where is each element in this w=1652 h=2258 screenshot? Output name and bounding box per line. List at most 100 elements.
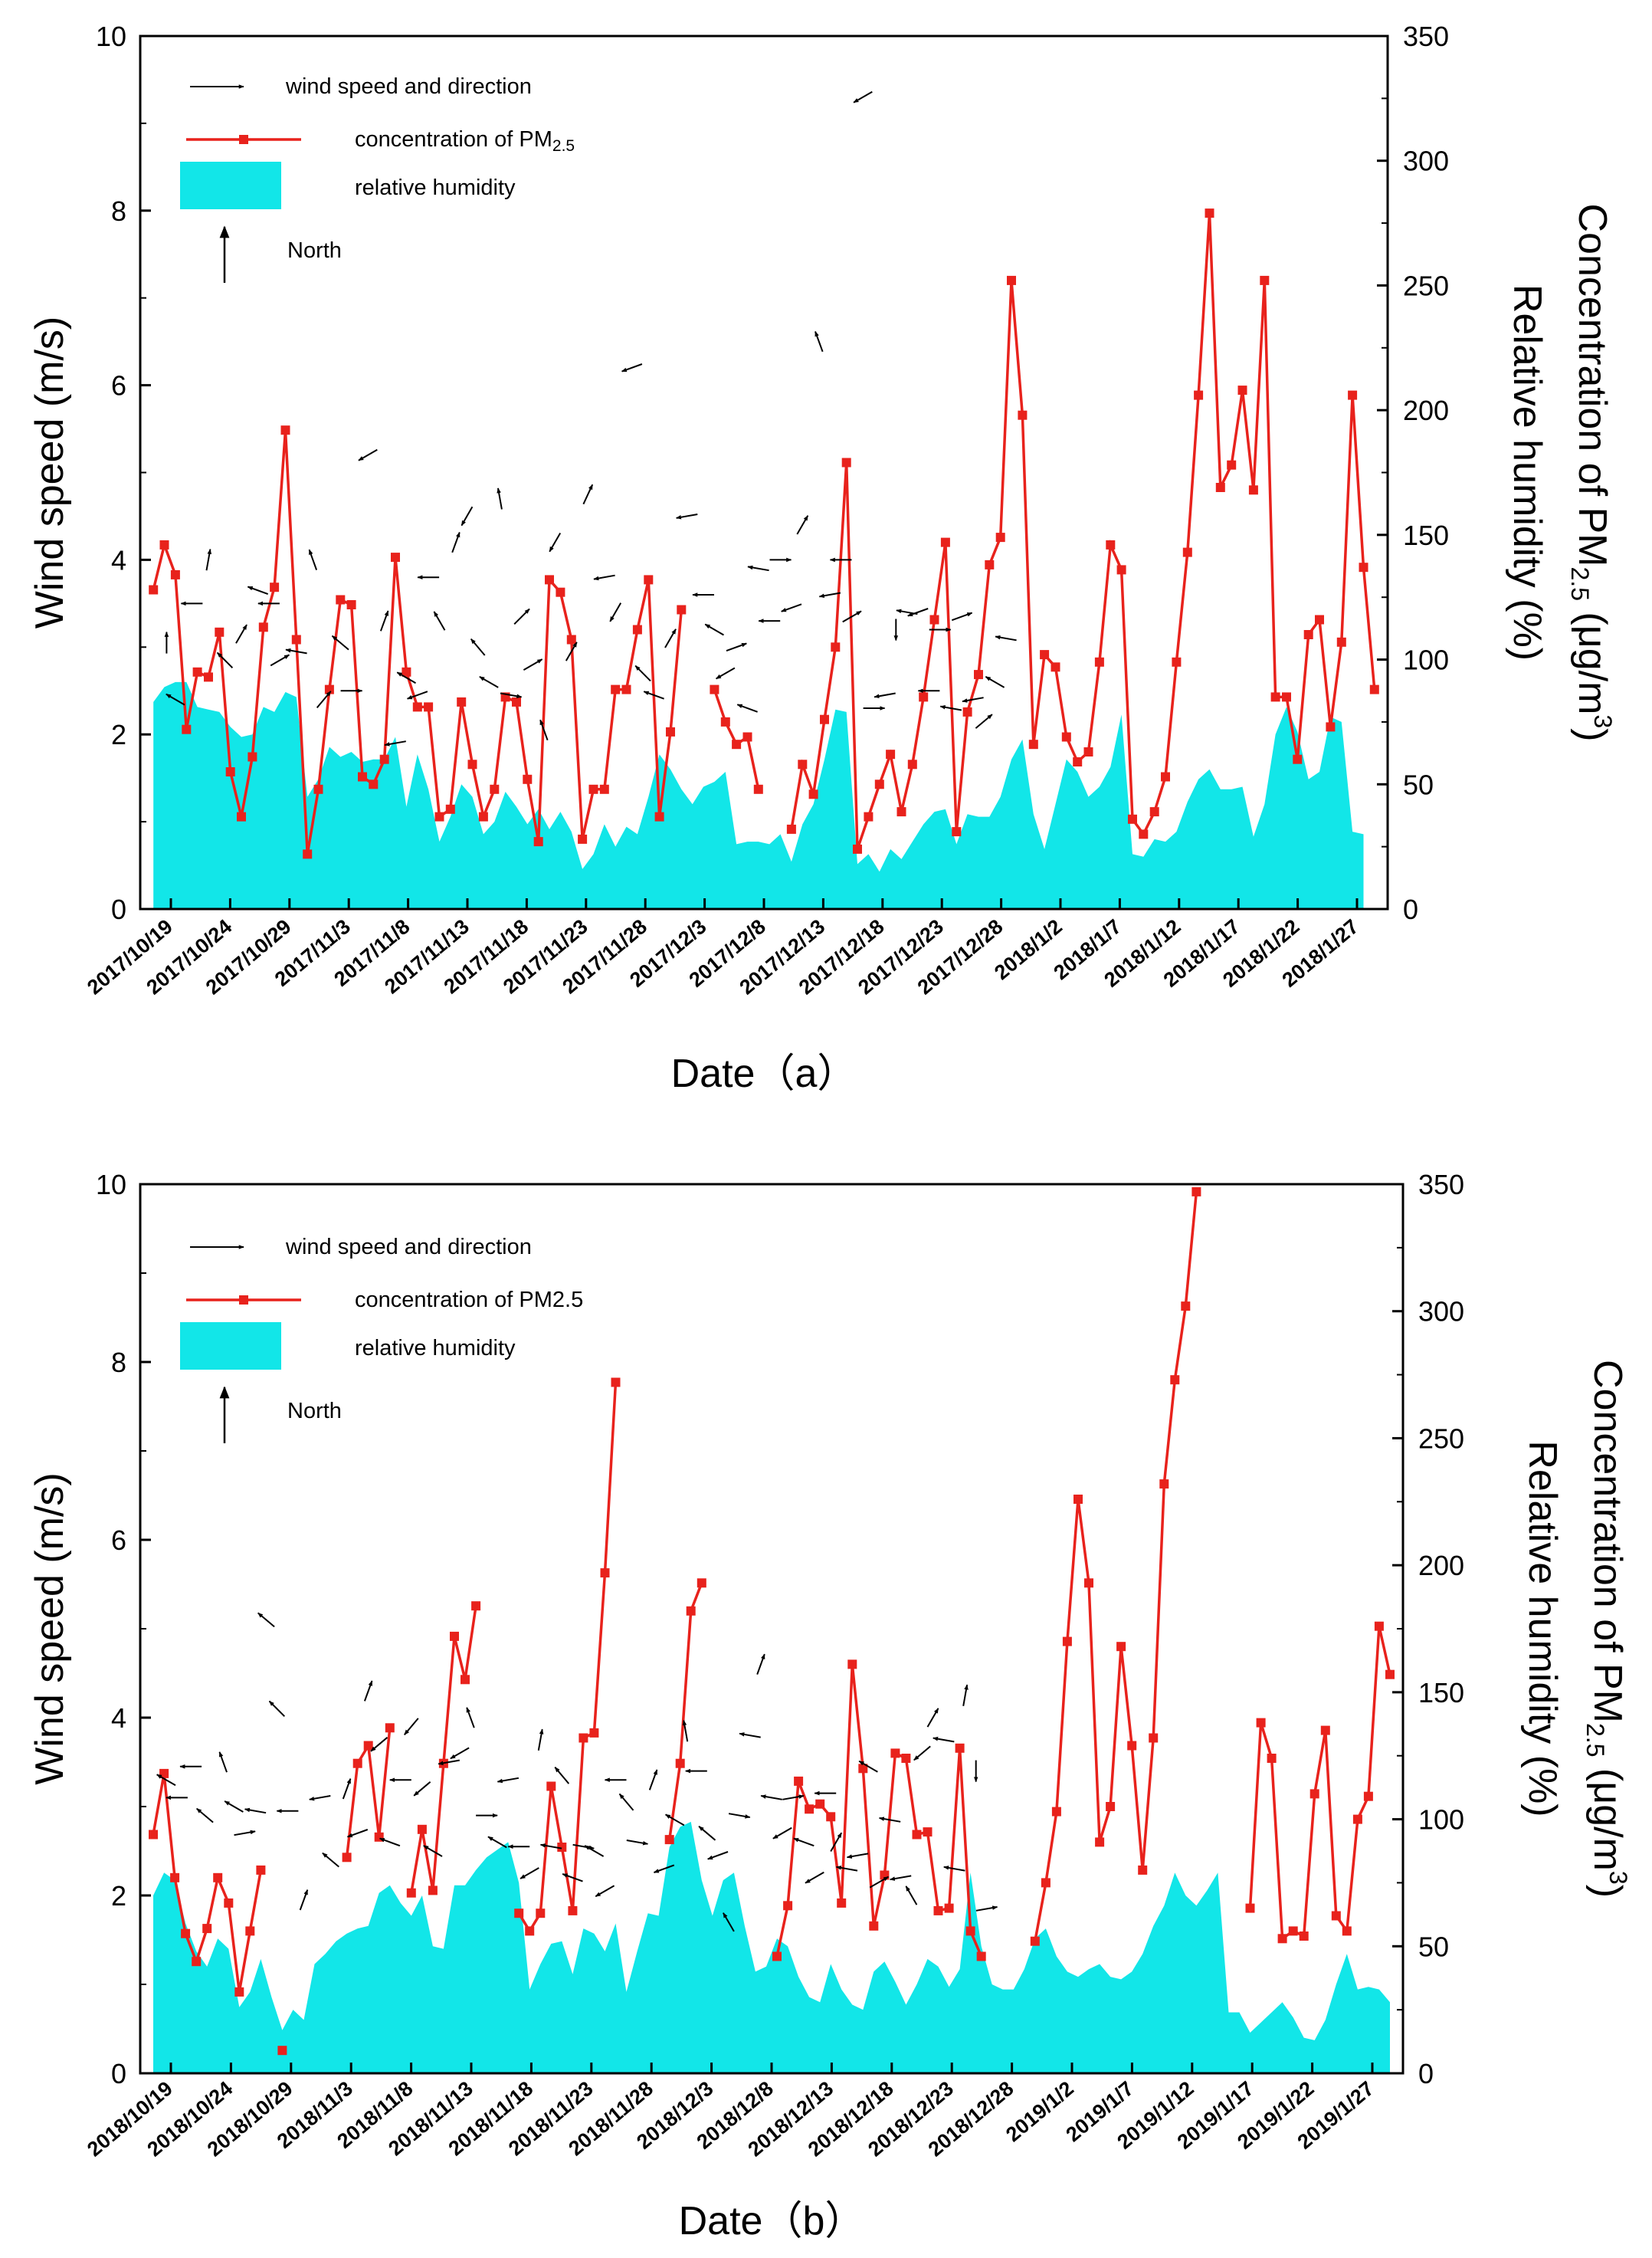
wind-vector [756, 1653, 765, 1675]
pm25-point [234, 1987, 244, 1997]
pm25-point [826, 1812, 836, 1822]
pm25-point [841, 458, 851, 468]
y-right-tick-label: 350 [1418, 1169, 1464, 1200]
pm25-point [1299, 1931, 1309, 1941]
pm25-point [533, 837, 543, 847]
pm25-point [1326, 722, 1336, 732]
y-left-tick-label: 2 [111, 1880, 126, 1912]
pm25-point [995, 533, 1005, 543]
pm25-point [342, 1853, 352, 1863]
pm25-point [1248, 485, 1258, 495]
pm25-point [1237, 386, 1247, 395]
legend-humidity-label: relative humidity [355, 176, 516, 200]
wind-vector [874, 692, 896, 699]
wind-vector [726, 642, 747, 652]
wind-vector [205, 548, 212, 571]
wind-vector [595, 1885, 615, 1898]
wind-vector [889, 1875, 912, 1881]
pm25-point [621, 684, 631, 694]
pm25-point [461, 1675, 470, 1685]
pm25-point [697, 1578, 706, 1588]
wind-vector [523, 658, 543, 671]
pm25-point [546, 1781, 556, 1791]
pm25-point [358, 772, 367, 782]
wind-vector [500, 692, 523, 699]
wind-vector [247, 586, 269, 596]
pm25-point [677, 605, 687, 615]
pm25-point [600, 1568, 610, 1578]
wind-vector [358, 448, 378, 461]
wind-vector [707, 1851, 729, 1860]
pm25-point [225, 767, 235, 776]
wind-vector [962, 697, 984, 703]
wind-vector [270, 654, 290, 667]
pm25-point [1028, 740, 1038, 750]
wind-vector [565, 642, 578, 661]
wind-vector [905, 1885, 918, 1905]
pm25-line-segment [1034, 1191, 1198, 1942]
pm25-point [245, 1926, 255, 1936]
pm25-point [256, 1865, 266, 1875]
wind-vector [858, 1760, 878, 1773]
wind-vector [739, 1732, 761, 1738]
pm25-point [654, 812, 664, 822]
pm25-point [406, 1888, 416, 1898]
pm25-point [869, 1921, 879, 1931]
pm25-point [512, 697, 521, 707]
wind-vector [470, 638, 486, 656]
pm25-point [1007, 275, 1016, 285]
pm25-point [1062, 1636, 1072, 1646]
wind-vector [926, 1708, 939, 1728]
pm25-point [277, 2046, 287, 2056]
wind-vector [682, 1719, 689, 1742]
wind-vector [939, 704, 962, 711]
wind-vector [582, 484, 594, 505]
pm25-point [907, 760, 917, 770]
pm25-point [589, 1728, 599, 1738]
pm25-point [1181, 1301, 1191, 1311]
pm25-point [985, 560, 995, 569]
wind-vector [549, 532, 562, 553]
y-right-tick-label: 150 [1403, 520, 1449, 551]
wind-vector [933, 1736, 955, 1743]
y-left-tick-label: 4 [111, 1702, 126, 1734]
wind-vector [975, 714, 993, 729]
wind-vector [370, 1737, 388, 1752]
wind-vector [461, 506, 474, 527]
pm25-point [720, 717, 730, 727]
pm25-point [1245, 1903, 1255, 1913]
y-left-tick-label: 8 [111, 195, 126, 227]
pm25-point [1106, 540, 1116, 550]
wind-vector [853, 90, 873, 103]
pm25-point [1352, 1814, 1362, 1824]
pm25-point [1191, 1186, 1201, 1196]
y-left-tick-label: 0 [111, 2058, 126, 2089]
pm25-point [1385, 1669, 1395, 1679]
pm25-line-segment [1248, 1626, 1391, 1941]
pm25-point [478, 812, 488, 822]
pm25-line-segment [517, 1382, 618, 1934]
wind-vector [216, 651, 234, 669]
pm25-point [847, 1659, 857, 1669]
wind-vector [715, 667, 736, 680]
pm25-point [1363, 1791, 1373, 1801]
pm25-point [224, 1898, 234, 1908]
wind-vector [835, 1866, 858, 1872]
pm25-point [896, 807, 906, 817]
wind-vector [244, 1807, 267, 1814]
pm25-point [434, 812, 444, 822]
pm25-point [579, 1733, 588, 1743]
pm25-point [1194, 390, 1204, 400]
wind-vector [396, 671, 417, 684]
legend-wind-label: wind speed and direction [285, 74, 532, 99]
pm25-point [1215, 483, 1225, 492]
pm25-point [1348, 390, 1358, 400]
pm25-point [808, 789, 818, 799]
wind-vector [593, 574, 615, 581]
wind-vector [676, 514, 698, 520]
pm25-point [490, 784, 500, 794]
pm25-point [369, 779, 379, 789]
wind-vector [234, 1830, 256, 1836]
pm25-point [783, 1901, 793, 1911]
y-left-tick-label: 0 [111, 894, 126, 925]
